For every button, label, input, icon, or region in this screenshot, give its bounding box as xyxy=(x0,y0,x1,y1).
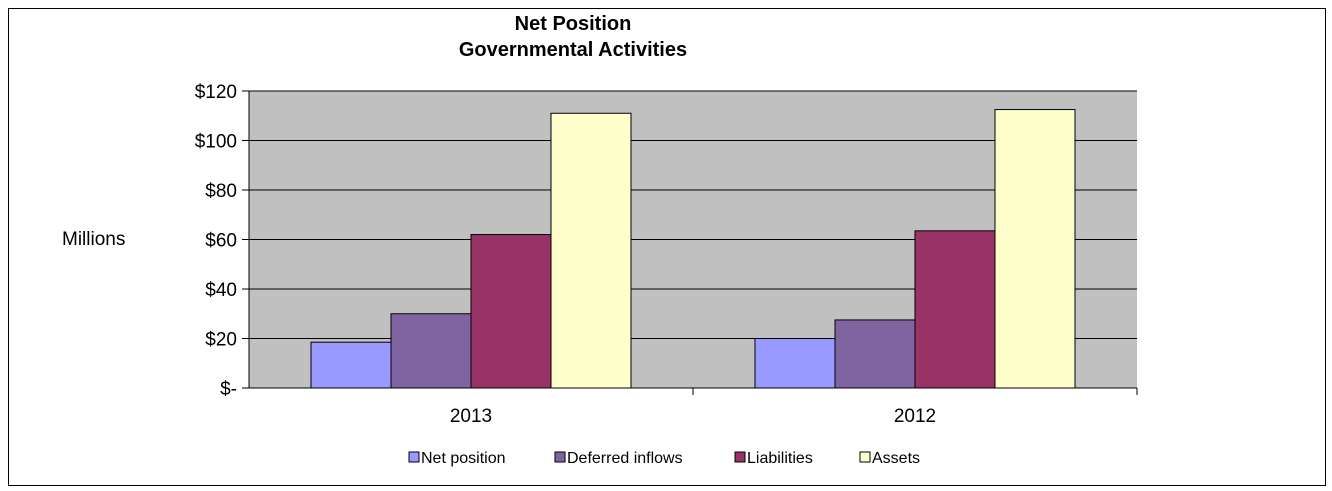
chart-subtitle: Governmental Activities xyxy=(459,39,687,61)
legend-label: Liabilities xyxy=(747,450,813,467)
y-axis-label: Millions xyxy=(62,229,125,250)
x-tick-label: 2013 xyxy=(450,406,492,427)
y-tick-label: $40 xyxy=(205,280,237,301)
bar-deferred-inflows-2012 xyxy=(834,319,916,389)
legend-label: Net position xyxy=(421,450,506,467)
y-tick-label: $80 xyxy=(205,181,237,202)
legend-swatch xyxy=(734,451,746,463)
bar-net-position-2012 xyxy=(754,338,836,389)
legend-label: Deferred inflows xyxy=(567,450,683,467)
bar-net-position-2013 xyxy=(310,341,392,389)
legend-swatch xyxy=(408,451,420,463)
bar-assets-2012 xyxy=(994,109,1076,389)
plot-area: $- $20 $40 $60 $80 $100 $120 2013 2012 xyxy=(195,82,1138,427)
bar-liabilities-2012 xyxy=(914,230,996,389)
x-tick-label: 2012 xyxy=(894,406,936,427)
bar-liabilities-2013 xyxy=(470,234,552,389)
y-tick-label: $120 xyxy=(195,82,237,103)
y-tick-label: $60 xyxy=(205,231,237,252)
bar-assets-2013 xyxy=(550,112,632,389)
y-tick-label: $100 xyxy=(195,132,237,153)
legend-label: Assets xyxy=(872,450,920,467)
chart-title: Net Position xyxy=(515,13,632,35)
y-tick-label: $- xyxy=(220,379,237,400)
y-tick-label: $20 xyxy=(205,330,237,351)
legend-swatch xyxy=(554,451,566,463)
bar-deferred-inflows-2013 xyxy=(390,313,472,389)
legend-swatch xyxy=(859,451,871,463)
legend: Net position Deferred inflows Liabilities A… xyxy=(408,450,920,467)
